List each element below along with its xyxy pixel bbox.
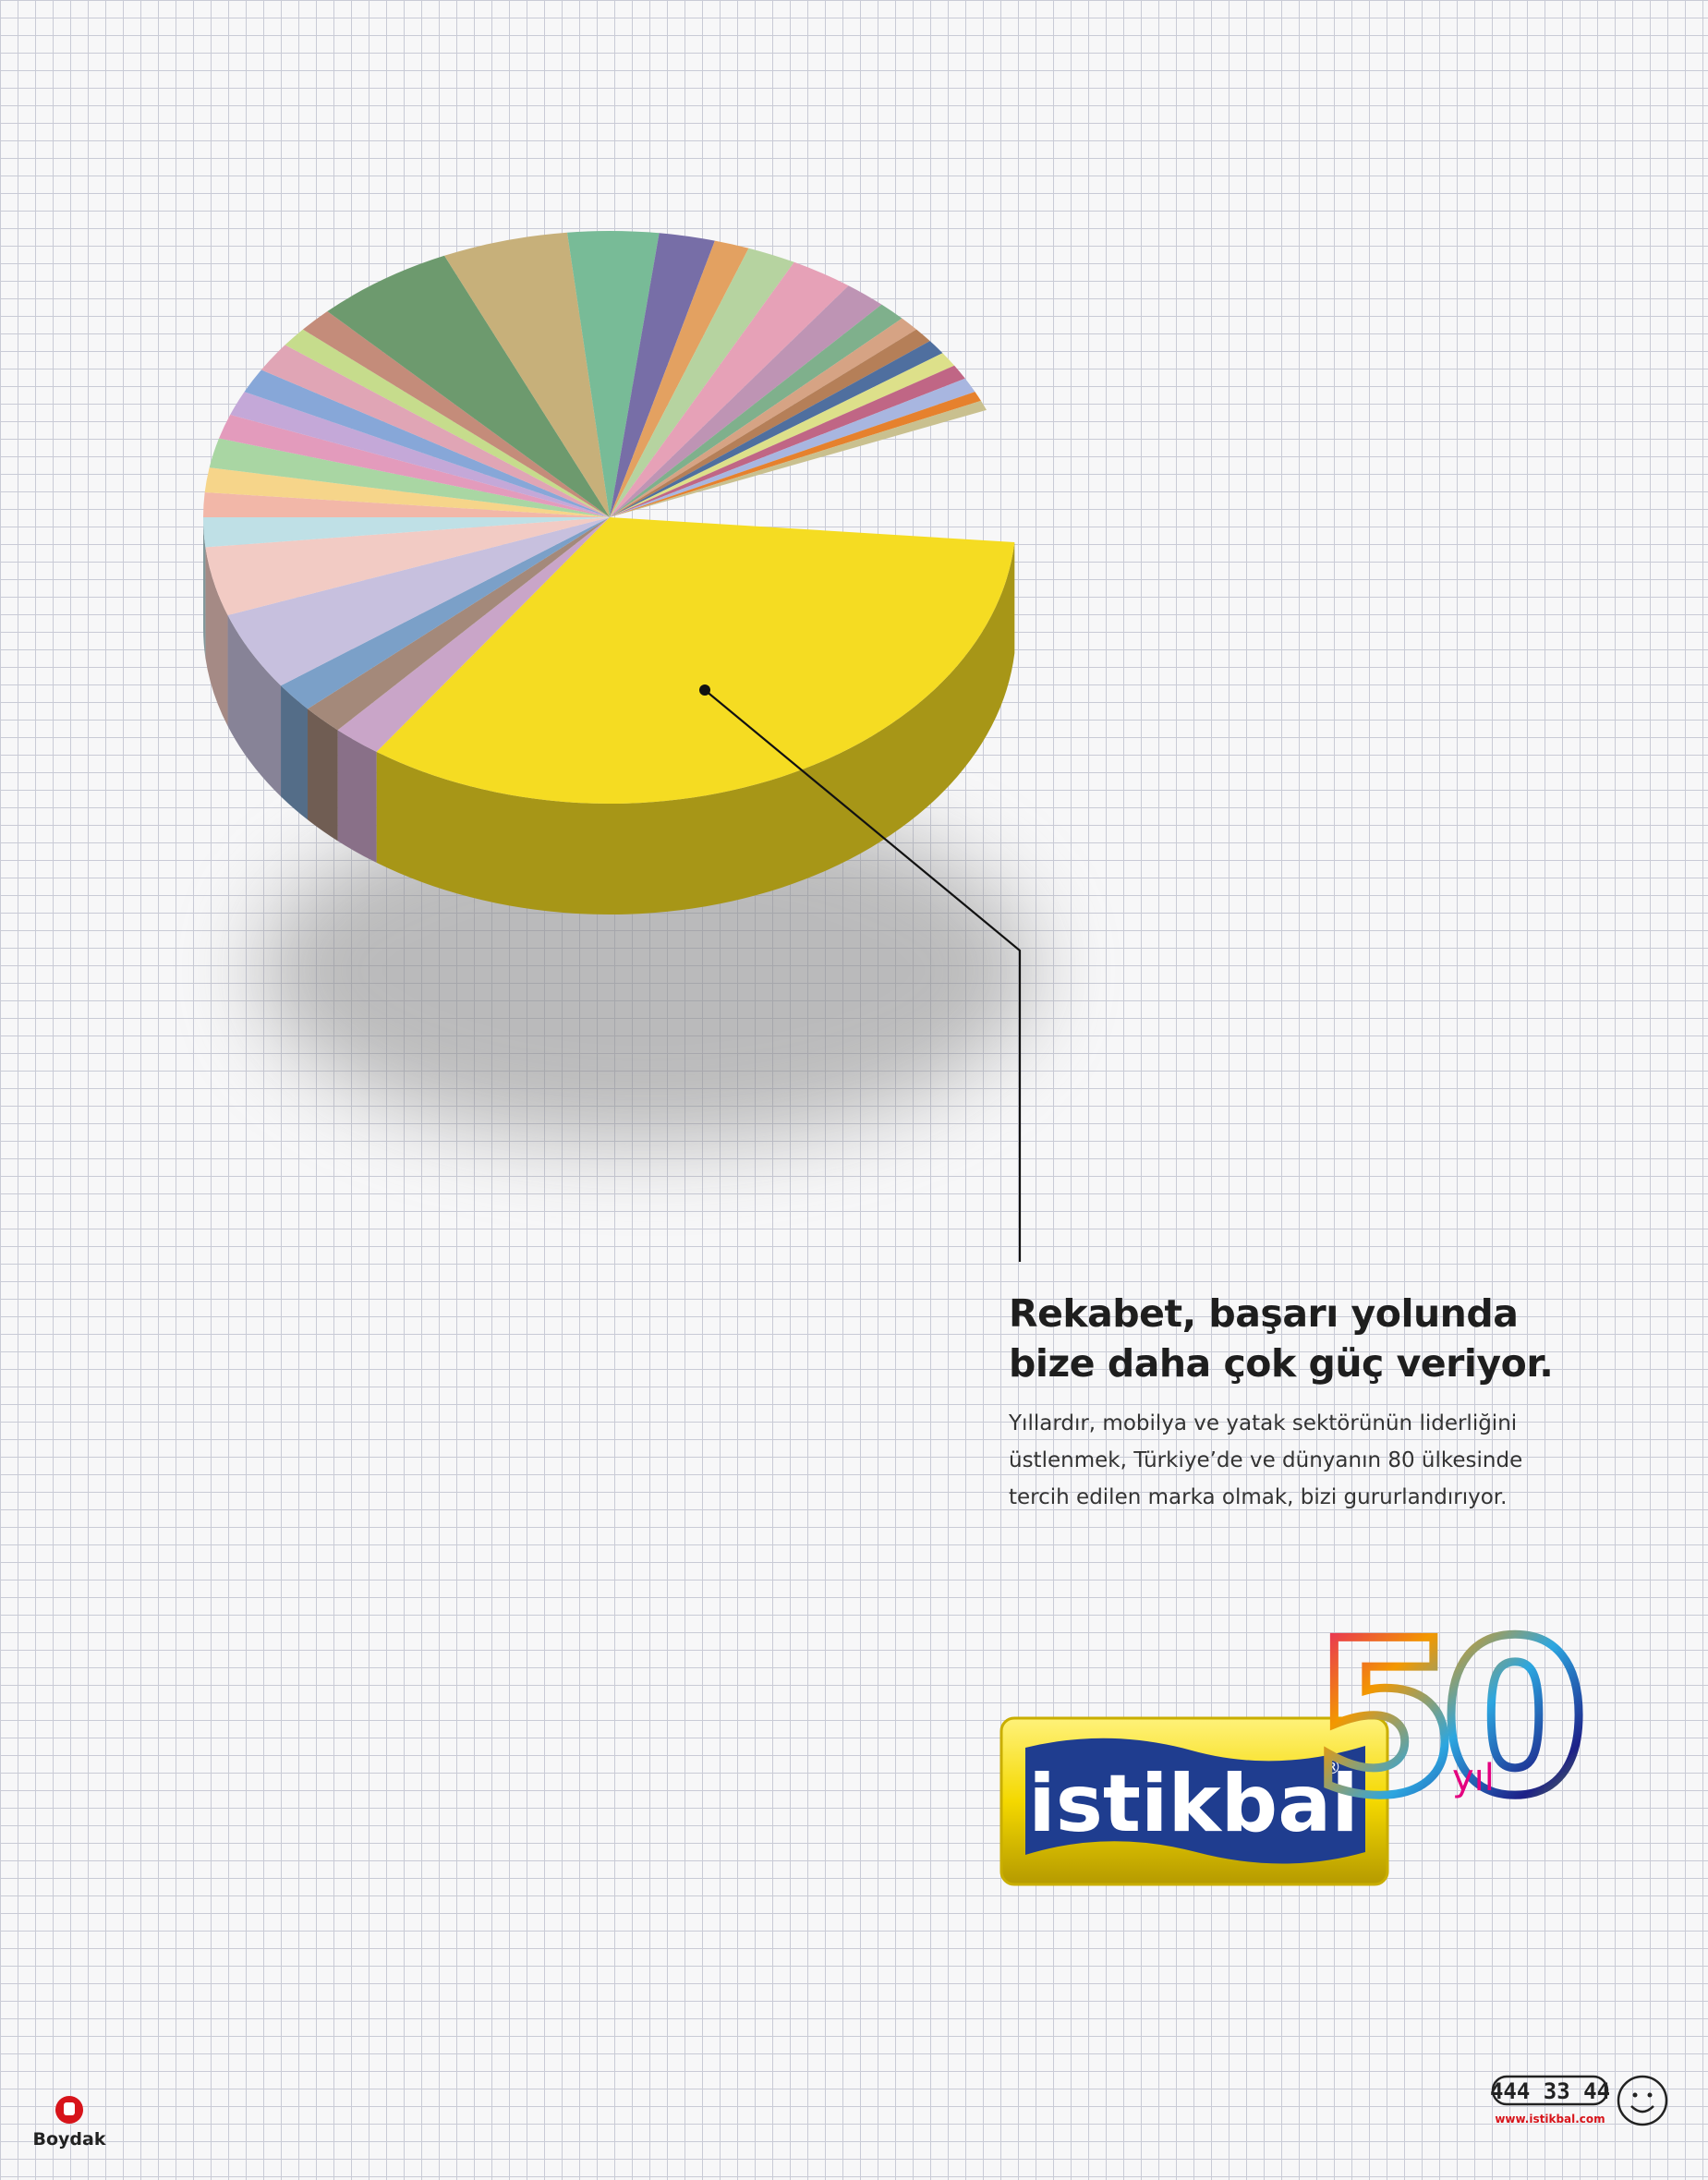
support-icon xyxy=(1617,2075,1668,2126)
phone-number: 444 33 44 xyxy=(1490,2078,1610,2104)
pie-slice xyxy=(610,240,749,517)
pie-slice xyxy=(203,517,610,548)
brand-logo: istikbal ® 50 yıl xyxy=(999,1593,1603,1886)
pie-slice xyxy=(610,318,917,517)
pie-slice xyxy=(230,392,610,517)
pie-side xyxy=(227,615,282,797)
company-name: Boydak xyxy=(33,2129,106,2150)
pie-slice xyxy=(308,517,610,731)
callout-line xyxy=(704,689,1022,1262)
pie-side xyxy=(376,542,1015,914)
logo-registered: ® xyxy=(1323,1756,1341,1778)
pie-slice xyxy=(610,248,794,517)
pie-slice xyxy=(610,365,965,517)
support-eye xyxy=(1647,2092,1653,2098)
pie-side xyxy=(337,730,377,863)
pie-slice xyxy=(244,369,610,517)
phone-frame xyxy=(1491,2075,1609,2106)
pie-slice xyxy=(327,255,610,517)
pie-slice xyxy=(610,400,987,517)
logo-text: istikbal xyxy=(1028,1758,1359,1850)
pie-slice xyxy=(302,311,610,517)
pie-slice xyxy=(444,232,610,517)
headline-line: Rekabet, başarı yolunda xyxy=(1009,1291,1519,1336)
pie-side xyxy=(205,547,228,727)
pie-slice xyxy=(204,467,611,517)
pie-slice xyxy=(610,261,849,517)
pie-slice xyxy=(610,304,902,517)
anniversary-number: 50 xyxy=(1312,1596,1580,1843)
pie-slice xyxy=(610,329,930,517)
pie-slice xyxy=(567,231,660,518)
headline-line: bize daha çok güç veriyor. xyxy=(1009,1341,1554,1386)
support-eye xyxy=(1632,2092,1638,2098)
pie-slice xyxy=(205,517,610,616)
boydak-icon-mark xyxy=(64,2102,75,2115)
pie-slice xyxy=(209,438,611,517)
pie-side xyxy=(281,685,309,820)
body-line: tercih edilen marka olmak, bizi gururlan… xyxy=(1009,1485,1508,1509)
body-line: Yıllardır, mobilya ve yatak sektörünün l… xyxy=(1009,1411,1518,1435)
pie-slice xyxy=(281,517,610,709)
anniversary-unit: yıl xyxy=(1452,1757,1495,1799)
pie-slice xyxy=(260,345,610,517)
pie-graphic xyxy=(203,231,1015,914)
pie-side xyxy=(203,517,206,659)
pie-slice xyxy=(610,233,715,517)
pie-slice xyxy=(219,414,610,517)
pie-slice xyxy=(203,491,610,517)
pie-slice xyxy=(337,517,610,752)
pie-slice xyxy=(610,285,882,517)
pie-slice xyxy=(376,517,1015,804)
support-smile xyxy=(1630,2105,1654,2113)
pie-slice xyxy=(285,329,610,517)
pie-slice xyxy=(610,353,955,517)
pie-slice xyxy=(610,392,981,517)
logo-band xyxy=(1025,1738,1365,1864)
pie-side xyxy=(308,708,338,842)
pie-slice xyxy=(227,517,610,686)
pie-slice xyxy=(610,378,975,517)
website: www.istikbal.com xyxy=(1495,2113,1605,2126)
pie-slice xyxy=(610,341,943,517)
body-line: üstlenmek, Türkiye’de ve dünyanın 80 ülk… xyxy=(1009,1448,1523,1472)
